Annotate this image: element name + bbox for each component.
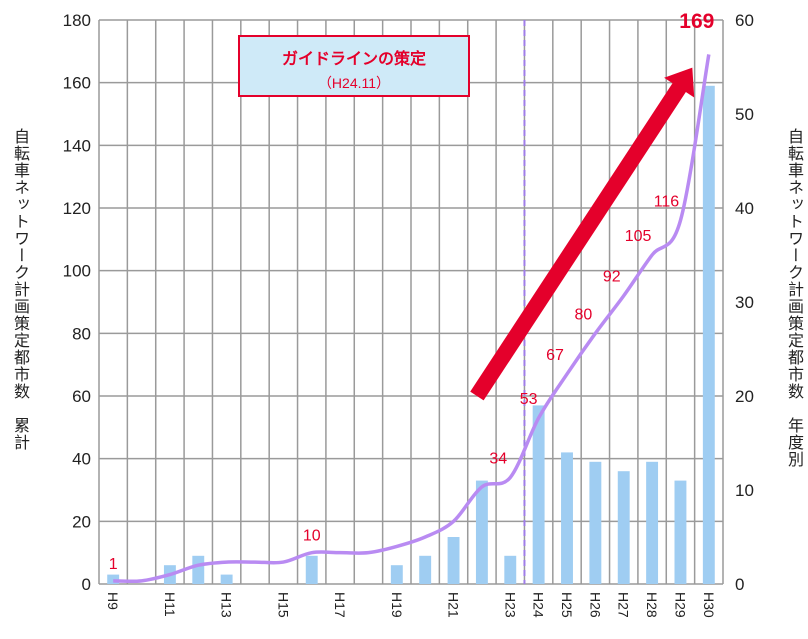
y-left-tick: 80	[72, 324, 91, 343]
arrow-shaft	[470, 78, 690, 401]
bar	[589, 461, 602, 584]
y-right-tick: 60	[735, 11, 754, 30]
grid	[98, 19, 724, 585]
y-right-tick: 0	[735, 575, 744, 594]
bar	[220, 574, 233, 584]
y-left-tick: 160	[63, 74, 91, 93]
y-left-tick: 60	[72, 387, 91, 406]
x-tick-label: H26	[587, 592, 603, 618]
trend-arrow	[470, 67, 695, 401]
y-axis-left: 0 20 40 60 80 100 120 140 160 180	[63, 11, 91, 594]
y-axis-right-label: 自転車ネットワーク計画策定都市数 年度別	[785, 128, 804, 468]
x-tick-label: H19	[389, 592, 405, 618]
x-tick-label: H9	[105, 592, 121, 610]
annotation-date: （H24.11）	[317, 75, 391, 91]
data-label: 169	[679, 10, 714, 33]
bar	[504, 555, 517, 584]
y-right-tick: 40	[735, 199, 754, 218]
data-label: 116	[654, 194, 680, 211]
bar	[674, 480, 687, 584]
x-tick-label: H23	[502, 592, 518, 618]
data-label: 67	[546, 347, 564, 364]
y-right-tick: 50	[735, 105, 754, 124]
bar	[475, 480, 488, 584]
arrow-head	[664, 67, 695, 98]
y-right-tick: 30	[735, 293, 754, 312]
x-tick-label: H27	[616, 592, 632, 618]
bar	[702, 85, 715, 585]
y-left-tick: 180	[63, 11, 91, 30]
y-axis-right: 0 10 20 30 40 50 60	[735, 11, 754, 594]
annotation-title: ガイドラインの策定	[281, 49, 426, 68]
x-tick-label: H25	[559, 592, 575, 618]
x-tick-label: H17	[332, 592, 348, 618]
y-left-tick: 140	[63, 136, 91, 155]
data-label: 10	[303, 528, 321, 545]
bar	[447, 537, 460, 584]
bar	[192, 555, 205, 584]
y-left-tick: 120	[63, 199, 91, 218]
bar	[561, 452, 573, 584]
y-left-tick: 100	[63, 262, 91, 281]
cumulative-line	[113, 54, 711, 584]
x-tick-label: H15	[275, 592, 291, 618]
cumulative-line-path	[113, 54, 711, 584]
x-tick-label: H11	[162, 592, 178, 617]
x-axis: H9 H11 H13 H15 H17 H19 H21 H23 H24 H25 H26 H27 H28 H2…	[105, 592, 717, 618]
x-tick-label: H21	[446, 592, 462, 618]
guideline-annotation: ガイドラインの策定 （H24.11）	[238, 35, 470, 97]
x-tick-label: H28	[644, 592, 660, 618]
x-tick-label: H13	[219, 592, 235, 618]
y-right-tick: 10	[735, 481, 754, 500]
bar	[419, 555, 432, 584]
x-tick-label: H24	[531, 592, 547, 618]
data-label: 1	[109, 556, 118, 573]
bar	[305, 555, 318, 584]
bar	[617, 471, 630, 584]
data-label: 34	[489, 450, 507, 467]
x-tick-label: H29	[672, 592, 688, 618]
data-label: 92	[603, 269, 621, 286]
bar	[390, 565, 403, 584]
bar	[532, 405, 545, 584]
bar	[646, 461, 659, 584]
x-tick-label: H30	[701, 592, 717, 618]
y-left-tick: 20	[72, 512, 91, 531]
data-label: 80	[574, 306, 592, 323]
y-axis-left-label: 自転車ネットワーク計画策定都市数 累計	[11, 128, 30, 451]
data-label: 53	[520, 391, 538, 408]
y-left-tick: 0	[82, 575, 91, 594]
y-right-tick: 20	[735, 387, 754, 406]
y-left-tick: 40	[72, 450, 91, 469]
data-label: 105	[625, 228, 652, 245]
